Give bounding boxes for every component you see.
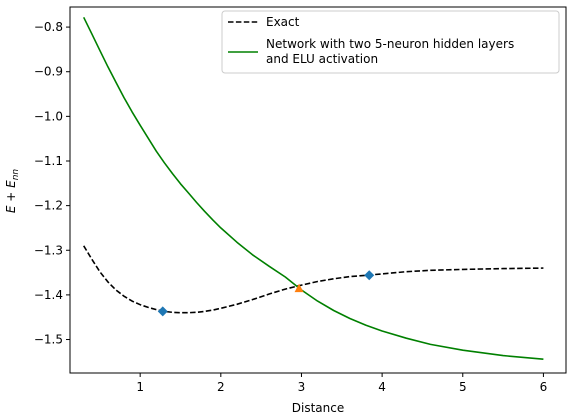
y-axis-ticks: −1.5 −1.4 −1.3 −1.2 −1.1 −1.0 −0.9 −0.8 xyxy=(34,20,70,347)
legend: Exact Network with two 5-neuron hidden l… xyxy=(221,10,560,74)
series-lines xyxy=(82,16,544,360)
legend-label-network: Network with two 5-neuron hidden layers a… xyxy=(266,37,514,66)
triangle-marker xyxy=(294,283,304,293)
y-tick-label: −1.0 xyxy=(34,109,63,123)
diamond-marker xyxy=(364,270,375,281)
y-tick-label: −0.8 xyxy=(34,20,63,34)
y-tick-label: −1.2 xyxy=(34,199,63,213)
x-tick-label: 2 xyxy=(217,380,225,394)
y-tick-label: −1.4 xyxy=(34,288,63,302)
x-tick-label: 5 xyxy=(459,380,467,394)
series-line-network xyxy=(82,16,544,360)
x-axis-label: Distance xyxy=(292,401,344,414)
x-axis-ticks: 1 2 3 4 5 6 xyxy=(136,373,547,394)
diamond-marker xyxy=(157,306,168,317)
series-line-exact xyxy=(83,245,544,314)
legend-label-exact: Exact xyxy=(266,15,300,29)
x-tick-label: 6 xyxy=(540,380,548,394)
x-tick-label: 3 xyxy=(298,380,306,394)
y-tick-label: −1.1 xyxy=(34,154,63,168)
x-tick-label: 4 xyxy=(378,380,386,394)
x-tick-label: 1 xyxy=(136,380,144,394)
highlight-markers xyxy=(157,270,375,317)
y-axis-label: E + Enn xyxy=(4,169,21,214)
y-tick-label: −0.9 xyxy=(34,65,63,79)
legend-frame xyxy=(221,10,560,74)
y-tick-label: −1.3 xyxy=(34,243,63,257)
y-tick-label: −1.5 xyxy=(34,333,63,347)
